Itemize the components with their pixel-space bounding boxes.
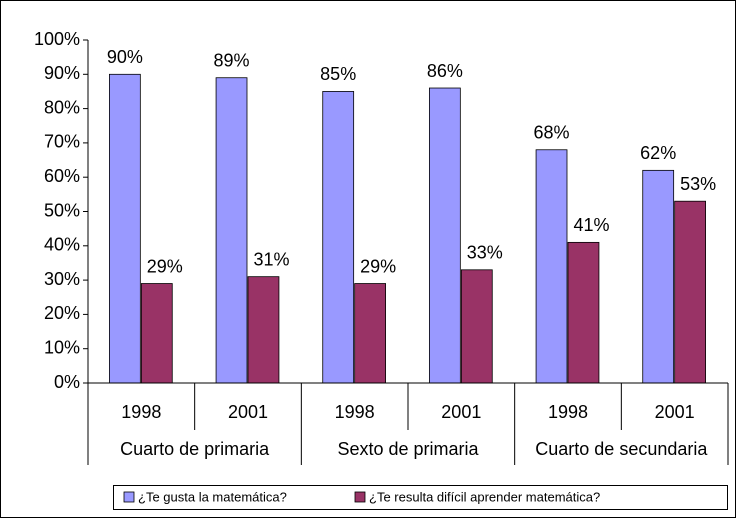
value-label: 68%: [534, 123, 570, 143]
bar: [535, 149, 568, 384]
bar: [567, 241, 600, 384]
x-group-label: Sexto de primaria: [337, 439, 479, 459]
x-tick-label: 1998: [335, 402, 375, 422]
value-label: 33%: [467, 243, 503, 263]
y-tick-label: 0%: [54, 372, 80, 392]
value-label: 89%: [214, 50, 250, 70]
legend-label: ¿Te gusta la matemática?: [138, 489, 287, 504]
legend-swatch: [123, 491, 135, 503]
value-label: 85%: [320, 64, 356, 84]
x-group-label: Cuarto de secundaria: [535, 439, 708, 459]
bar: [109, 73, 141, 384]
value-label: 29%: [147, 256, 183, 276]
bar: [428, 87, 461, 384]
value-label: 62%: [640, 143, 676, 163]
y-tick-label: 70%: [44, 132, 80, 152]
x-group-label: Cuarto de primaria: [120, 439, 270, 459]
x-tick-label: 2001: [441, 402, 481, 422]
legend-box: [113, 485, 728, 510]
bar: [674, 200, 707, 384]
value-label: 90%: [107, 47, 143, 67]
y-tick-label: 50%: [44, 200, 80, 220]
value-label: 29%: [360, 256, 396, 276]
value-label: 53%: [680, 174, 716, 194]
value-label: 86%: [427, 61, 463, 81]
y-tick-label: 100%: [34, 29, 80, 49]
bar: [460, 269, 493, 384]
y-tick-label: 30%: [44, 269, 80, 289]
value-label: 31%: [253, 249, 289, 269]
x-tick-label: 2001: [655, 402, 695, 422]
bar: [642, 169, 675, 384]
x-tick-label: 1998: [121, 402, 161, 422]
y-tick-label: 10%: [44, 337, 80, 357]
y-tick-label: 80%: [44, 97, 80, 117]
y-tick-label: 20%: [44, 303, 80, 323]
bar: [354, 283, 386, 384]
x-tick-label: 2001: [228, 402, 268, 422]
y-tick-label: 60%: [44, 166, 80, 186]
bar: [247, 276, 280, 384]
legend-swatch: [354, 491, 366, 503]
bar: [140, 283, 173, 384]
y-tick-label: 40%: [44, 235, 80, 255]
bar: [322, 91, 355, 384]
legend-label: ¿Te resulta difícil aprender matemática?: [369, 489, 600, 504]
bar: [215, 77, 248, 384]
x-tick-label: 1998: [548, 402, 588, 422]
value-label: 41%: [573, 215, 609, 235]
y-tick-label: 90%: [44, 63, 80, 83]
